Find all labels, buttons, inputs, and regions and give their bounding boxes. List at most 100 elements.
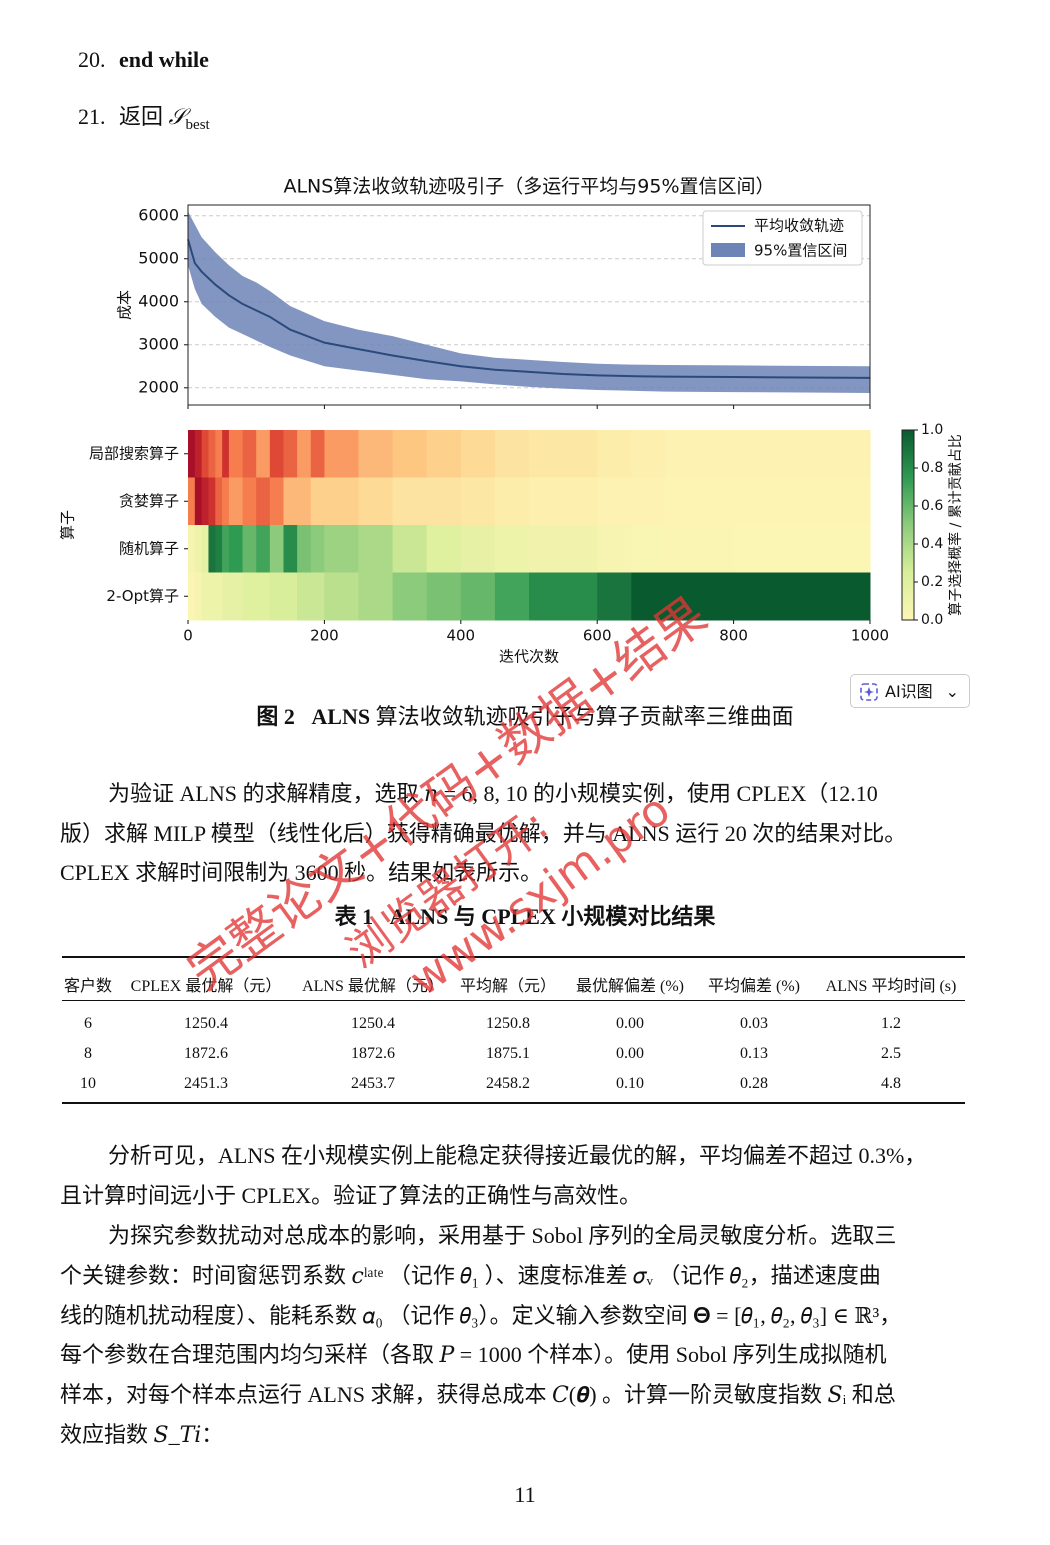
heat-cell bbox=[256, 572, 271, 621]
caption-text: 算法收敛轨迹吸引子与算子贡献率三维曲面 bbox=[375, 704, 794, 729]
legend-label: 平均收敛轨迹 bbox=[754, 217, 844, 235]
paragraph-line: 个关键参数：时间窗惩罚系数 𝑐ˡᵃᵗᵉ （记作 𝜃₁ ）、速度标准差 𝜎ᵥ （记… bbox=[60, 1262, 881, 1288]
heat-cell bbox=[733, 477, 871, 526]
table-cell: 2451.3 bbox=[184, 1075, 228, 1092]
table-cell: 1250.8 bbox=[486, 1015, 530, 1032]
heat-cell bbox=[460, 477, 496, 526]
text: 返回 bbox=[119, 104, 164, 129]
x-axis-label: 迭代次数 bbox=[499, 648, 559, 666]
table-title-text: ALNS 与 CPLEX 小规模对比结果 bbox=[389, 904, 716, 929]
heat-cell bbox=[324, 525, 359, 573]
colorbar-tick-label: 0.2 bbox=[921, 574, 943, 590]
y-tick-label: 4000 bbox=[138, 291, 179, 310]
table-cell: 10 bbox=[80, 1075, 96, 1092]
heat-cell bbox=[733, 430, 871, 478]
heat-cell bbox=[188, 572, 196, 621]
paragraph-line: 为验证 ALNS 的求解精度，选取 𝑛 = 6, 8, 10 的小规模实例，使用… bbox=[108, 781, 878, 806]
y-tick-label: 随机算子 bbox=[119, 539, 179, 557]
heat-cell bbox=[215, 525, 223, 573]
heat-cell bbox=[283, 572, 298, 621]
heat-cell bbox=[215, 477, 223, 526]
heat-cell bbox=[324, 572, 359, 621]
heat-cell bbox=[256, 430, 271, 478]
heat-cell bbox=[194, 572, 203, 621]
table-cell: 4.8 bbox=[881, 1075, 901, 1092]
heat-cell bbox=[494, 430, 530, 478]
heat-cell bbox=[392, 572, 428, 621]
table-cell: 2458.2 bbox=[486, 1075, 530, 1092]
heat-cell bbox=[631, 430, 666, 478]
table-cell: 0.13 bbox=[740, 1045, 768, 1062]
heat-cell bbox=[358, 525, 394, 573]
heat-cell bbox=[201, 525, 209, 573]
heat-cell bbox=[426, 525, 462, 573]
caption: 图 2 ALNS 算法收敛轨迹吸引子与算子贡献率三维曲面 bbox=[0, 706, 1050, 728]
heat-cell bbox=[529, 525, 598, 573]
legend-swatch bbox=[711, 243, 745, 257]
heat-cell bbox=[208, 525, 216, 573]
caption-title: ALNS bbox=[311, 704, 371, 729]
heat-cell bbox=[392, 525, 428, 573]
heat-cell bbox=[228, 525, 244, 573]
heat-cell bbox=[597, 572, 632, 621]
table-cell: 6 bbox=[84, 1015, 92, 1032]
heat-cell bbox=[194, 430, 203, 478]
heat-cell bbox=[733, 572, 871, 621]
colorbar-tick-label: 0.6 bbox=[921, 498, 943, 514]
heat-cell bbox=[324, 430, 359, 478]
heat-cell bbox=[392, 477, 428, 526]
y-tick-label: 2000 bbox=[138, 377, 179, 396]
table-header: ALNS 平均时间 (s) bbox=[825, 978, 957, 995]
colorbar-tick-label: 1.0 bbox=[921, 422, 943, 438]
rule bbox=[62, 956, 965, 958]
algorithm-line: 返回 𝒮best bbox=[119, 106, 210, 133]
heat-cell bbox=[460, 572, 496, 621]
heat-cell bbox=[460, 430, 496, 478]
heat-cell bbox=[222, 430, 230, 478]
paragraph-line: 分析可见，ALNS 在小规模实例上能稳定获得接近最优的解，平均偏差不超过 0.3… bbox=[108, 1143, 927, 1168]
legend-label: 95%置信区间 bbox=[754, 242, 847, 260]
heat-cell bbox=[208, 572, 216, 621]
table-cell: 1250.4 bbox=[184, 1015, 228, 1032]
colorbar-label: 算子选择概率 / 累计贡献占比 bbox=[947, 434, 964, 616]
icon bbox=[860, 683, 878, 701]
y-tick-label: 2-Opt算子 bbox=[106, 587, 179, 605]
heat-cell bbox=[597, 525, 632, 573]
y-axis-label: 成本 bbox=[116, 290, 134, 320]
heat-cell bbox=[194, 477, 203, 526]
table-cell: 1872.6 bbox=[184, 1045, 228, 1062]
paragraph-line: 每个参数在合理范围内均匀采样（各取 𝑃 = 1000 个样本）。使用 Sobol… bbox=[60, 1342, 887, 1368]
colorbar bbox=[901, 429, 915, 621]
rule bbox=[62, 1102, 965, 1104]
heat-cell bbox=[529, 430, 598, 478]
heat-cell bbox=[310, 525, 325, 573]
heat-cell bbox=[494, 525, 530, 573]
heat-cell bbox=[297, 572, 312, 621]
subscript: best bbox=[185, 117, 210, 133]
heat-cell bbox=[242, 572, 257, 621]
y-tick-label: 贪婪算子 bbox=[119, 492, 179, 510]
heat-cell bbox=[201, 430, 209, 478]
heat-cell bbox=[665, 477, 735, 526]
heat-cell bbox=[392, 430, 428, 478]
axes-frame bbox=[187, 204, 871, 406]
confidence-band bbox=[188, 211, 870, 393]
heat-cell bbox=[310, 430, 325, 478]
heat-cell bbox=[269, 430, 284, 478]
heat-cell bbox=[194, 525, 203, 573]
heat-cell bbox=[242, 430, 257, 478]
heat-cell bbox=[733, 525, 871, 573]
heat-cell bbox=[631, 477, 666, 526]
algorithm-line: end while bbox=[119, 47, 209, 72]
heat-cell bbox=[188, 477, 196, 526]
x-tick-label: 0 bbox=[183, 627, 193, 645]
heat-cell bbox=[228, 477, 244, 526]
y-tick-label: 局部搜索算子 bbox=[89, 444, 179, 462]
line-number: 21. bbox=[78, 104, 106, 129]
heat-cell bbox=[283, 430, 298, 478]
table-cell: 1250.4 bbox=[351, 1015, 395, 1032]
ai-button[interactable]: AI识图 ⌄ bbox=[850, 674, 970, 708]
table-label: 表 1 bbox=[334, 904, 374, 929]
paragraph-line: 版）求解 MILP 模型（线性化后）获得精确最优解，并与 ALNS 运行 20 … bbox=[60, 820, 907, 846]
